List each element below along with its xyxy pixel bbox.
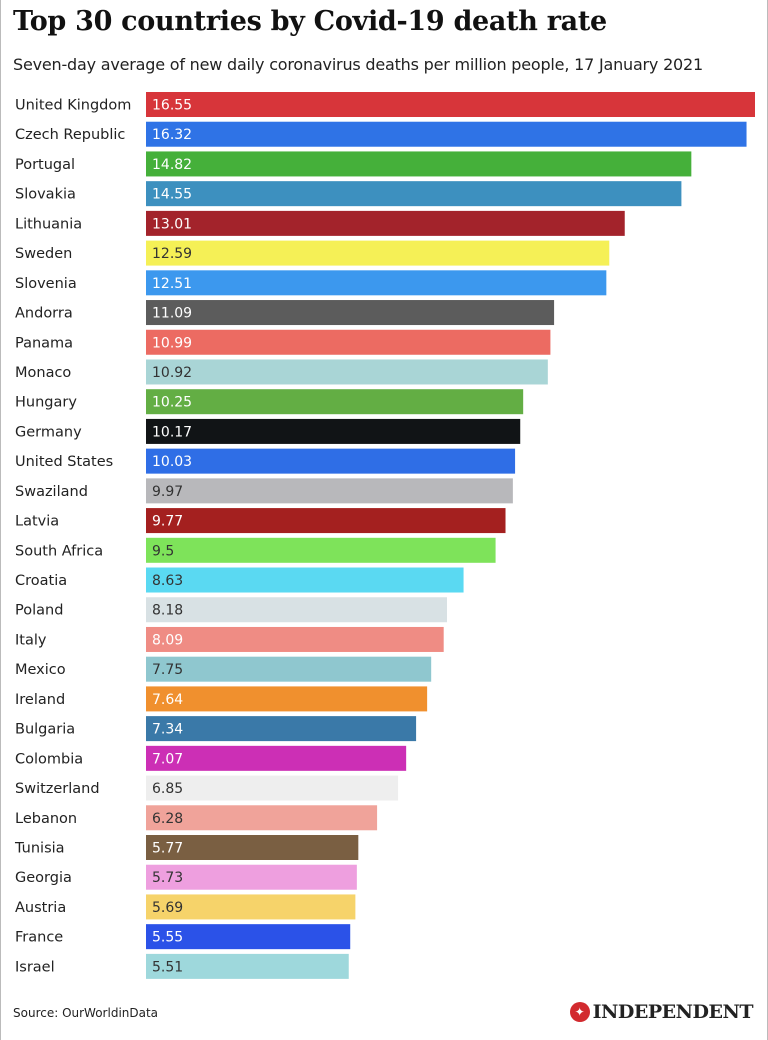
category-label: Switzerland <box>15 781 100 797</box>
value-label: 6.85 <box>152 781 183 797</box>
category-label: Hungary <box>15 395 77 411</box>
category-label: Ireland <box>15 692 65 708</box>
category-label: Italy <box>15 632 47 648</box>
category-label: Georgia <box>15 870 72 886</box>
category-label: Croatia <box>15 573 67 589</box>
category-label: Sweden <box>15 246 72 262</box>
chart-subtitle: Seven-day average of new daily coronavir… <box>13 55 704 74</box>
category-label: Andorra <box>15 306 73 322</box>
value-label: 16.32 <box>152 127 192 143</box>
bar <box>146 121 747 147</box>
eagle-icon: ✦ <box>569 1002 590 1022</box>
value-label: 10.17 <box>152 424 192 440</box>
category-label: Lebanon <box>15 811 77 827</box>
value-label: 7.64 <box>152 692 183 708</box>
bar <box>146 92 755 117</box>
category-label: Swaziland <box>15 484 88 500</box>
value-label: 7.07 <box>152 751 183 767</box>
bar <box>146 270 607 296</box>
value-label: 5.69 <box>152 900 183 916</box>
value-label: 5.73 <box>152 870 183 886</box>
value-label: 14.55 <box>152 187 192 203</box>
category-label: Tunisia <box>14 841 65 857</box>
bar <box>146 894 356 920</box>
value-label: 5.77 <box>152 841 183 857</box>
bar <box>146 567 464 593</box>
category-label: France <box>15 930 63 946</box>
value-label: 10.03 <box>152 454 192 470</box>
bar <box>146 448 516 474</box>
bar <box>146 181 682 207</box>
bar <box>146 686 428 712</box>
category-label: Portugal <box>15 157 75 173</box>
independent-logo: ✦ INDEPENDENT <box>569 1001 754 1023</box>
bar <box>146 835 359 860</box>
bar <box>146 329 551 355</box>
value-label: 13.01 <box>152 216 192 232</box>
chart-title: Top 30 countries by Covid-19 death rate <box>13 6 607 37</box>
value-label: 11.09 <box>152 306 192 322</box>
value-label: 10.99 <box>152 335 192 351</box>
value-label: 12.51 <box>152 276 192 292</box>
bar <box>146 626 444 652</box>
value-label: 6.28 <box>152 811 183 827</box>
value-label: 10.25 <box>152 395 192 411</box>
bar <box>146 478 513 504</box>
bar <box>146 300 555 326</box>
bar <box>146 359 548 385</box>
category-label: Austria <box>15 900 66 916</box>
value-label: 14.82 <box>152 157 192 173</box>
bar <box>146 656 432 682</box>
source-note: Source: OurWorldinData <box>13 1006 159 1020</box>
bar <box>146 537 496 563</box>
category-label: Panama <box>15 335 73 351</box>
bar <box>146 240 610 266</box>
value-label: 16.55 <box>152 98 192 114</box>
bar <box>146 745 407 771</box>
bar <box>146 864 357 890</box>
value-label: 10.92 <box>152 365 192 381</box>
bar <box>146 716 417 742</box>
bar <box>146 775 399 801</box>
category-label: Israel <box>15 959 55 975</box>
category-label: Germany <box>15 424 82 440</box>
value-label: 5.51 <box>152 959 183 975</box>
value-label: 5.55 <box>152 930 183 946</box>
bar <box>146 418 521 444</box>
category-label: Bulgaria <box>15 722 75 738</box>
bar <box>146 597 448 623</box>
category-label: Poland <box>15 603 63 619</box>
value-label: 8.09 <box>152 632 183 648</box>
category-label: Lithuania <box>15 216 82 232</box>
bar <box>146 953 349 979</box>
bar <box>146 508 506 534</box>
category-label: Czech Republic <box>15 127 125 143</box>
value-label: 8.18 <box>152 603 183 619</box>
value-label: 9.97 <box>152 484 183 500</box>
value-label: 7.75 <box>152 662 183 678</box>
value-label: 8.63 <box>152 573 183 589</box>
category-label: Latvia <box>15 514 59 530</box>
value-label: 9.5 <box>152 543 174 559</box>
category-label: Monaco <box>15 365 71 381</box>
category-label: South Africa <box>15 543 103 559</box>
bar <box>146 151 692 177</box>
category-label: Slovenia <box>15 276 77 292</box>
bar <box>146 805 378 831</box>
bar <box>146 210 625 236</box>
category-label: United Kingdom <box>15 98 131 114</box>
bar <box>146 924 351 950</box>
value-label: 9.77 <box>152 514 183 530</box>
logo-text: INDEPENDENT <box>592 1001 754 1023</box>
category-label: Mexico <box>15 662 66 678</box>
bar <box>146 389 524 415</box>
value-label: 7.34 <box>152 722 183 738</box>
category-label: United States <box>15 454 113 470</box>
value-label: 12.59 <box>152 246 192 262</box>
bar-chart: United Kingdom 16.55 Czech Republic 16.32 Po… <box>14 92 755 979</box>
category-label: Colombia <box>15 751 83 767</box>
category-label: Slovakia <box>15 187 76 203</box>
